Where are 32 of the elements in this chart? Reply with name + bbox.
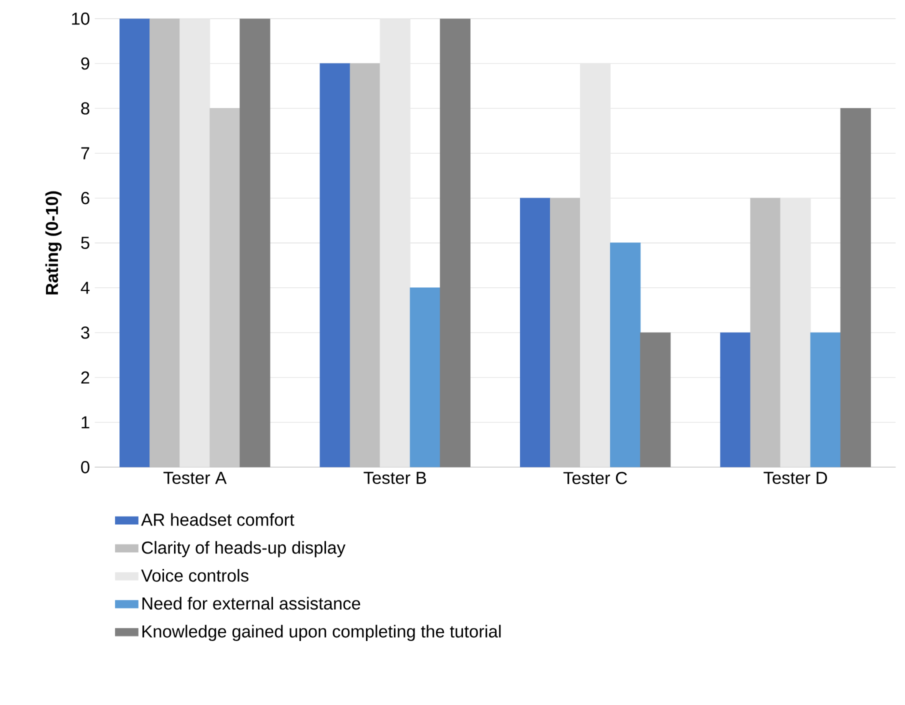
legend-label: Knowledge gained upon completing the tutorial (142, 624, 501, 642)
bar (350, 63, 380, 468)
bar (180, 18, 210, 468)
y-axis-title: Rating (0-10) (45, 191, 62, 294)
y-tick-label: 4 (80, 282, 90, 294)
bar (150, 18, 180, 468)
y-tick-label: 1 (82, 416, 90, 428)
y-tick-label: 5 (81, 236, 90, 250)
bar (640, 332, 671, 468)
y-tick-label: 9 (81, 58, 90, 70)
y-tick-label: 0 (81, 461, 90, 474)
bar (810, 332, 841, 468)
legend-label: AR headset comfort (141, 513, 294, 526)
y-tick-label: 3 (81, 326, 90, 339)
legend-label: Voice controls (141, 569, 248, 582)
legend-label: Clarity of heads-up display (142, 541, 346, 558)
x-tick-label: Tester B (364, 472, 426, 484)
y-tick-label: 8 (81, 102, 90, 115)
y-tick-label: 10 (72, 12, 90, 25)
bar (320, 63, 350, 468)
bar (550, 198, 581, 468)
bar (210, 108, 240, 468)
legend-label: Need for external assistance (142, 597, 360, 610)
bar (380, 18, 410, 468)
y-tick-label: 6 (81, 192, 90, 204)
y-tick-label: 2 (81, 372, 90, 384)
bar (520, 198, 551, 468)
bar (720, 332, 751, 468)
x-tick-label: Tester A (163, 472, 227, 484)
x-tick-label: Tester D (764, 472, 827, 484)
y-tick-label: 7 (81, 147, 90, 160)
x-tick-label: Tester C (563, 472, 627, 484)
